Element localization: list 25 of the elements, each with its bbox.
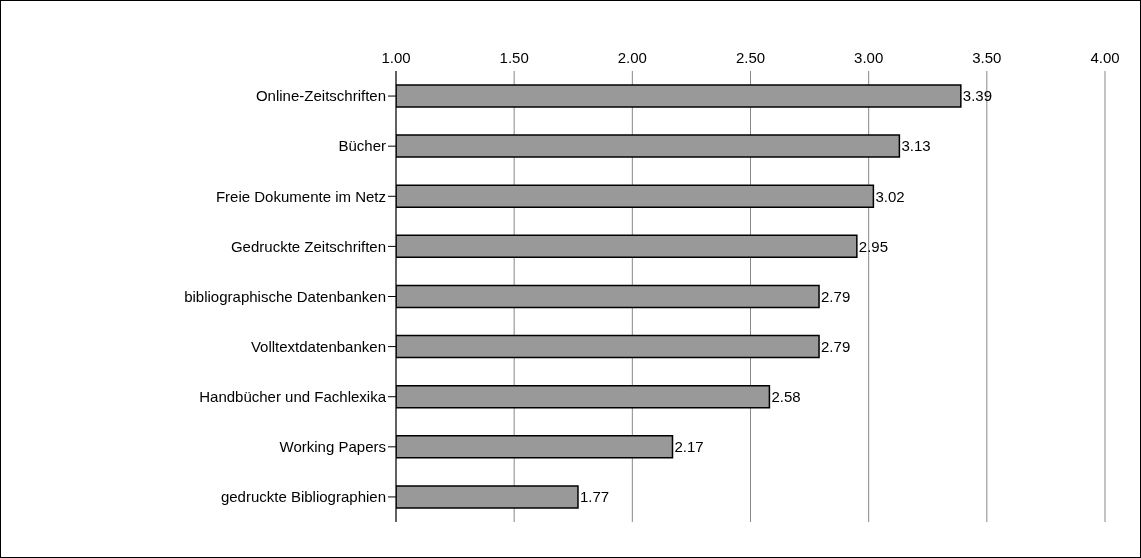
data-label: 3.39 <box>962 87 993 105</box>
data-label: 1.77 <box>579 488 610 506</box>
y-tick-label: Gedruckte Zeitschriften <box>230 237 386 255</box>
y-tick-label: Handbücher und Fachlexika <box>199 388 387 406</box>
y-tick-label: Freie Dokumente im Netz <box>215 187 386 205</box>
x-tick-label: 2.50 <box>735 49 766 66</box>
y-tick-label: bibliographische Datenbanken <box>184 287 386 305</box>
y-tick-label: gedruckte Bibliographien <box>220 488 386 506</box>
x-tick-label: 3.50 <box>972 49 1002 66</box>
y-tick-label: Working Papers <box>279 438 386 456</box>
x-tick-label: 2.00 <box>617 49 647 66</box>
y-tick-label: Volltextdatenbanken <box>250 337 386 355</box>
data-label: 3.02 <box>875 187 905 205</box>
x-tick-label: 1.00 <box>381 49 411 66</box>
data-label: 2.95 <box>858 237 889 255</box>
x-tick-label: 1.50 <box>499 49 529 66</box>
data-label: 2.58 <box>771 387 801 405</box>
x-tick-label: 4.00 <box>1090 49 1120 66</box>
data-label: 2.17 <box>674 438 704 456</box>
y-tick-label: Bücher <box>338 137 386 155</box>
data-label: 2.79 <box>821 287 851 305</box>
y-tick-label: Online-Zeitschriften <box>255 87 386 105</box>
x-tick-label: 3.00 <box>854 49 884 66</box>
data-label: 3.13 <box>901 137 931 155</box>
data-label: 2.79 <box>821 337 851 355</box>
